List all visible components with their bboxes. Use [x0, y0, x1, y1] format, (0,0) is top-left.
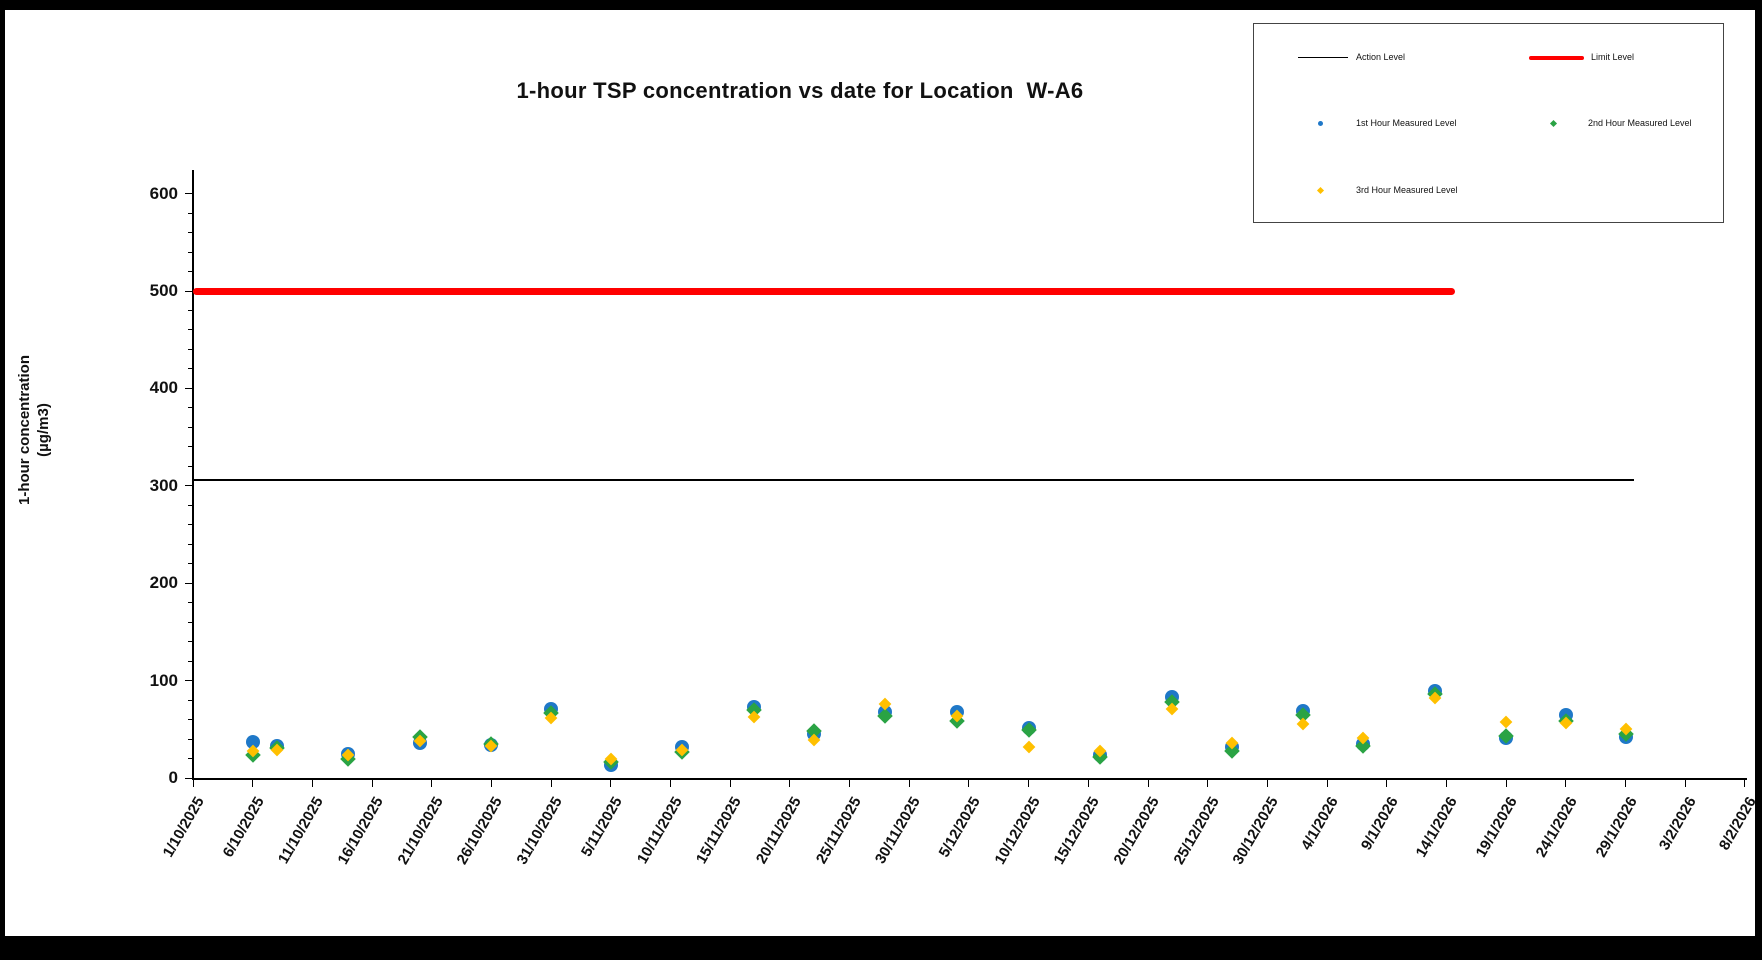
y-minor-tick: [188, 719, 193, 721]
x-axis-line: [192, 778, 1747, 780]
legend-item-1st-hour: 1st Hour Measured Level: [1316, 117, 1546, 131]
third-hour-dot-icon: [1316, 186, 1325, 195]
limit-level-line-icon: [1529, 56, 1584, 60]
x-major-tick: [1684, 780, 1686, 787]
y-minor-tick: [188, 309, 193, 311]
y-tick-label: 500: [149, 281, 178, 300]
data-point-hour1: [245, 734, 260, 749]
frame-bottom: [0, 936, 1762, 960]
x-major-tick: [1326, 780, 1328, 787]
x-major-tick: [1744, 780, 1746, 787]
second-hour-dot-icon: [1549, 119, 1558, 128]
legend-item-2nd-hour: 2nd Hour Measured Level: [1549, 117, 1739, 131]
x-major-tick: [729, 780, 731, 787]
y-minor-tick: [188, 524, 193, 526]
y-minor-tick: [188, 271, 193, 273]
y-minor-tick: [188, 758, 193, 760]
y-minor-tick: [188, 368, 193, 370]
legend-label: Action Level: [1356, 52, 1406, 62]
y-major-tick: [185, 387, 193, 389]
data-point-hour3: [1296, 718, 1310, 731]
x-major-tick: [968, 780, 970, 787]
y-major-tick: [185, 680, 193, 682]
y-tick-label: 0: [168, 768, 178, 787]
y-minor-tick: [188, 738, 193, 740]
x-major-tick: [1028, 780, 1030, 787]
action-level-line-icon: [1298, 57, 1348, 58]
x-major-tick: [1625, 780, 1627, 787]
x-major-tick: [908, 780, 910, 787]
y-major-tick: [185, 777, 193, 779]
y-minor-tick: [188, 641, 193, 643]
frame-left: [0, 0, 5, 960]
x-major-tick: [1445, 780, 1447, 787]
y-minor-tick: [188, 563, 193, 565]
y-major-tick: [185, 485, 193, 487]
legend-label: 1st Hour Measured Level: [1356, 118, 1457, 128]
x-major-tick: [789, 780, 791, 787]
y-minor-tick: [188, 504, 193, 506]
y-minor-tick: [188, 348, 193, 350]
y-minor-tick: [188, 426, 193, 428]
y-tick-label: 400: [149, 378, 178, 398]
legend-item-3rd-hour: 3rd Hour Measured Level: [1316, 184, 1546, 198]
y-tick-label: 200: [149, 573, 178, 593]
y-minor-tick: [188, 212, 193, 214]
y-tick-label: 100: [149, 670, 178, 690]
y-tick-label: 600: [149, 183, 178, 203]
first-hour-dot-icon: [1318, 121, 1323, 126]
y-axis-title: 1-hour concentration (µg/m3): [16, 280, 60, 580]
legend-item-action-level: Action Level: [1298, 51, 1528, 65]
y-minor-tick: [188, 446, 193, 448]
y-minor-tick: [188, 329, 193, 331]
frame-top: [0, 0, 1762, 10]
action-level-line: [193, 478, 1634, 481]
x-major-tick: [192, 780, 194, 787]
y-axis-line: [192, 170, 194, 779]
chart-title: 1-hour TSP concentration vs date for Loc…: [516, 78, 1084, 103]
y-minor-tick: [188, 465, 193, 467]
y-minor-tick: [188, 407, 193, 409]
legend-box: Action Level Limit Level 1st Hour Measur…: [1253, 23, 1724, 223]
legend-label: 2nd Hour Measured Level: [1588, 118, 1692, 128]
x-major-tick: [849, 780, 851, 787]
x-major-tick: [1207, 780, 1209, 787]
x-major-tick: [1147, 780, 1149, 787]
x-major-tick: [371, 780, 373, 787]
x-major-tick: [1565, 780, 1567, 787]
y-major-tick: [185, 290, 193, 292]
y-major-tick: [185, 193, 193, 195]
y-minor-tick: [188, 232, 193, 234]
legend-label: Limit Level: [1591, 52, 1635, 62]
legend-label: 3rd Hour Measured Level: [1356, 185, 1458, 195]
x-major-tick: [1087, 780, 1089, 787]
x-major-tick: [670, 780, 672, 787]
x-major-tick: [490, 780, 492, 787]
x-major-tick: [431, 780, 433, 787]
y-major-tick: [185, 582, 193, 584]
data-point-hour3: [1499, 716, 1513, 729]
x-major-tick: [252, 780, 254, 787]
y-minor-tick: [188, 602, 193, 604]
data-point-hour3: [1022, 740, 1036, 754]
frame-right: [1755, 0, 1762, 960]
x-major-tick: [1505, 780, 1507, 787]
y-tick-label: 300: [149, 475, 178, 495]
y-minor-tick: [188, 543, 193, 545]
limit-level-line: [193, 287, 1455, 295]
x-major-tick: [610, 780, 612, 787]
y-minor-tick: [188, 621, 193, 623]
y-minor-tick: [188, 251, 193, 253]
y-minor-tick: [188, 699, 193, 701]
y-axis-title-line2: (µg/m3): [34, 403, 52, 457]
y-minor-tick: [188, 660, 193, 662]
x-major-tick: [1266, 780, 1268, 787]
x-major-tick: [311, 780, 313, 787]
x-major-tick: [1386, 780, 1388, 787]
legend-item-limit-level: Limit Level: [1529, 51, 1719, 65]
y-axis-title-line1: 1-hour concentration: [16, 355, 33, 506]
x-major-tick: [550, 780, 552, 787]
